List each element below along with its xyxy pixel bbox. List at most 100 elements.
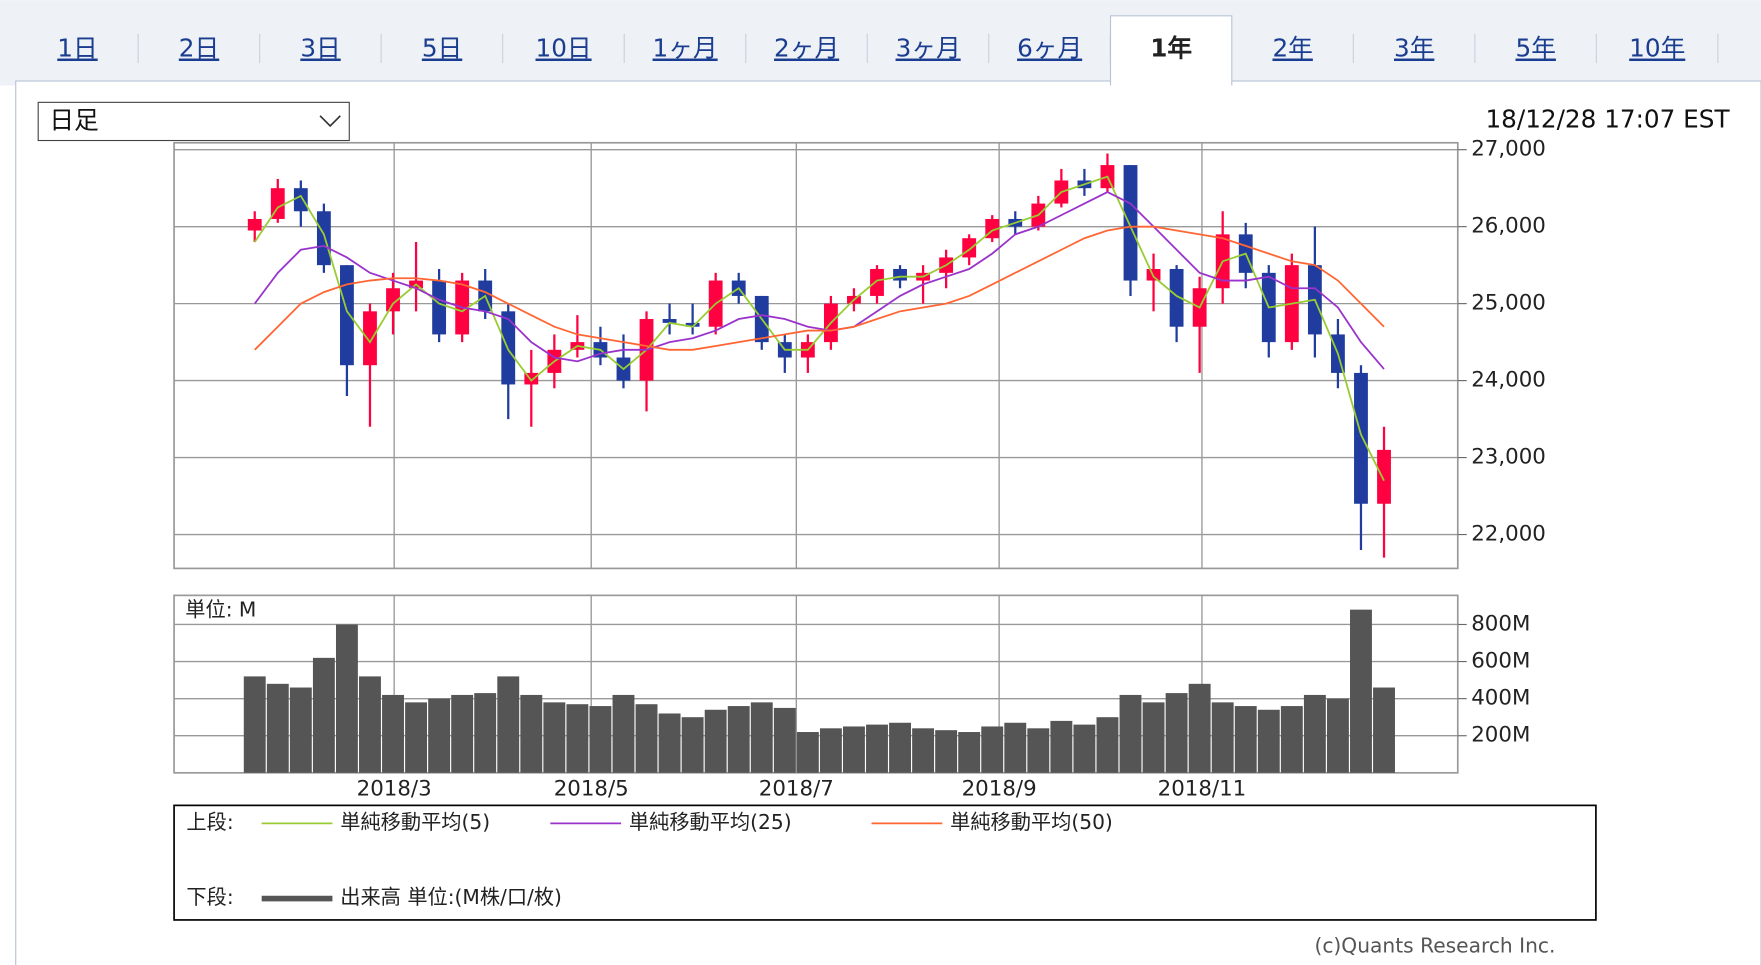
candle-body: [1169, 268, 1184, 327]
tab[interactable]: 10日: [536, 34, 592, 63]
candle-body: [363, 311, 377, 366]
legend-entry: 単純移動平均(25): [629, 810, 792, 834]
volume-bar: [1004, 722, 1027, 773]
tab[interactable]: 2ヶ月: [774, 34, 839, 63]
plot-area: [173, 141, 1459, 570]
volume-bar: [243, 676, 266, 773]
volume-bar: [1326, 698, 1349, 773]
tab[interactable]: 3ヶ月: [896, 34, 961, 63]
volume-bar: [612, 694, 635, 773]
ma-line: [254, 191, 1385, 370]
candle-body: [340, 265, 354, 366]
candle-body: [386, 288, 400, 312]
volume-bar: [1373, 687, 1395, 773]
x-tick-label: 2018/5: [554, 777, 629, 802]
volume-bar: [359, 676, 381, 773]
tab[interactable]: 2年: [1272, 34, 1312, 63]
candle-body: [893, 268, 907, 281]
candle-body: [870, 268, 884, 296]
unit-label: 単位: M: [185, 598, 256, 622]
candle-body: [524, 372, 539, 385]
volume-bar: [681, 717, 704, 773]
volume-bar: [750, 702, 773, 773]
volume-bar: [866, 724, 888, 773]
tab[interactable]: 1ヶ月: [653, 34, 718, 63]
candle-body: [316, 211, 331, 266]
volume-bar: [335, 624, 358, 773]
tab: 1年: [1150, 34, 1192, 63]
volume-bar: [266, 683, 289, 773]
active-tab: [1109, 15, 1233, 86]
tab[interactable]: 3年: [1394, 34, 1434, 63]
volume-bar: [497, 676, 520, 773]
candle-body: [247, 218, 262, 231]
legend-box: [173, 804, 1597, 921]
select-text: 日足: [49, 105, 98, 134]
candle-body: [685, 322, 700, 327]
volume-bar: [1119, 694, 1142, 773]
volume-bar: [1303, 694, 1326, 773]
candle-body: [1354, 372, 1368, 504]
x-tick-label: 2018/7: [759, 777, 834, 802]
chevron: [319, 115, 341, 128]
volume-bar: [889, 722, 911, 773]
x-tick-label: 2018/11: [1158, 777, 1247, 802]
volume-bar: [405, 702, 428, 773]
tab[interactable]: 5日: [422, 34, 462, 63]
volume-bar: [520, 694, 543, 773]
copyright: (c)Quants Research Inc.: [1314, 933, 1555, 957]
volume-bar: [635, 704, 658, 773]
tab[interactable]: 1日: [57, 34, 97, 63]
ma-line: [253, 175, 1385, 482]
y-tick-label: 25,000: [1471, 291, 1546, 316]
tab[interactable]: 5年: [1516, 34, 1556, 63]
y-tick-label: 22,000: [1471, 522, 1546, 547]
x-tick-label: 2018/9: [962, 777, 1037, 802]
volume-bar: [1165, 693, 1188, 773]
legend-label: 下段:: [186, 885, 233, 909]
x-tick-label: 2018/3: [357, 777, 432, 802]
volume-bar: [912, 728, 935, 773]
volume-bar: [843, 726, 865, 773]
volume-bar: [727, 706, 750, 773]
volume-bar: [543, 702, 566, 773]
y-tick-label: 400M: [1471, 686, 1530, 711]
candle-body: [1123, 165, 1138, 281]
volume-bar: [1350, 609, 1372, 773]
tab[interactable]: 6ヶ月: [1017, 34, 1082, 63]
candle-body: [662, 319, 677, 323]
tab[interactable]: 3日: [300, 34, 340, 63]
volume-bar: [704, 709, 727, 773]
tab[interactable]: 2日: [179, 34, 219, 63]
y-tick-label: 26,000: [1471, 214, 1546, 239]
volume-bar: [1211, 702, 1234, 773]
volume-bar: [819, 728, 842, 773]
volume-bar: [1280, 706, 1303, 773]
candle-body: [1377, 449, 1391, 504]
y-tick-label: 200M: [1471, 723, 1530, 748]
volume-bar: [1096, 717, 1119, 773]
legend-entry: 単純移動平均(50): [950, 810, 1113, 834]
candle-body: [293, 188, 308, 212]
y-tick-label: 27,000: [1471, 137, 1546, 162]
y-tick-label: 24,000: [1471, 368, 1546, 393]
volume-bar: [312, 657, 335, 773]
timestamp: 18/12/28 17:07 EST: [1485, 104, 1730, 133]
volume-bar: [1027, 728, 1050, 773]
volume-bar: [1188, 683, 1211, 773]
volume-bar: [589, 706, 612, 773]
volume-bar: [289, 687, 312, 773]
volume-bar: [428, 698, 451, 773]
volume-bar: [1073, 724, 1096, 773]
volume-bar: [1257, 709, 1280, 773]
volume-bar: [658, 713, 681, 773]
candle-body: [962, 238, 977, 258]
volume-bar: [1050, 720, 1073, 773]
tab[interactable]: 10年: [1629, 34, 1685, 63]
period-select[interactable]: [37, 101, 350, 142]
candle-body: [432, 280, 447, 335]
legend-entry: 出来高 単位:(M株/口/枚): [340, 885, 562, 909]
volume-bar: [566, 704, 589, 773]
